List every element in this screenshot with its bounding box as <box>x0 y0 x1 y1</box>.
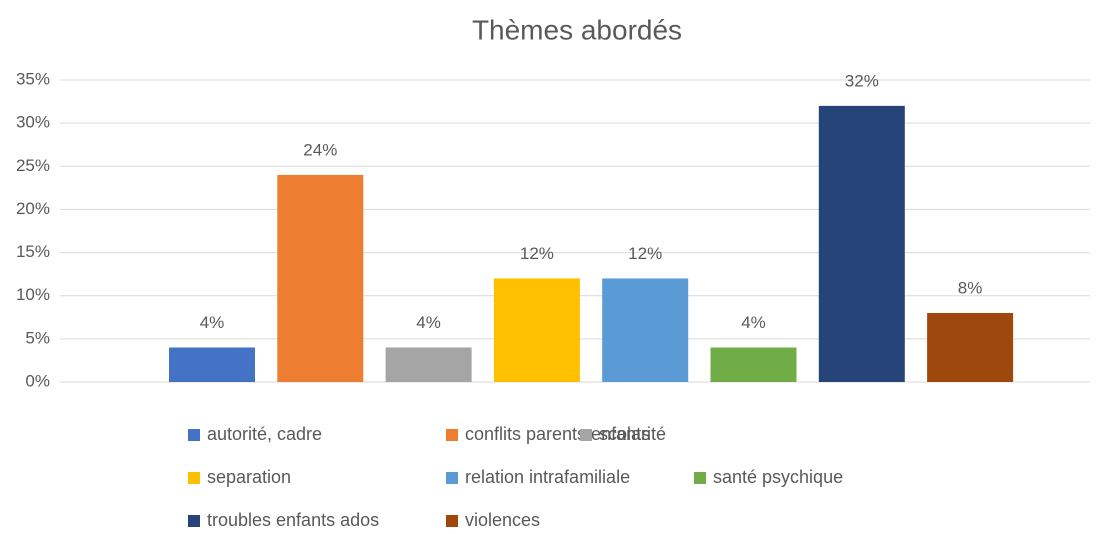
y-tick-label: 35% <box>16 69 50 88</box>
legend-label: santé psychique <box>713 467 843 487</box>
data-label: 4% <box>200 313 225 332</box>
bar <box>818 105 905 382</box>
legend-swatch <box>188 515 200 527</box>
bar <box>710 347 797 382</box>
legend-swatch <box>580 429 592 441</box>
y-tick-label: 0% <box>25 371 50 390</box>
legend-label: separation <box>207 467 291 487</box>
legend-label: relation intrafamiliale <box>465 467 630 487</box>
bar <box>169 347 255 382</box>
y-tick-label: 30% <box>16 113 50 132</box>
data-label: 12% <box>520 244 554 263</box>
bar <box>493 278 580 382</box>
legend-label: conflits parents enfants <box>465 424 650 444</box>
data-label: 24% <box>303 140 337 159</box>
data-label: 32% <box>845 71 879 90</box>
bar <box>927 312 1014 382</box>
data-label: 4% <box>416 313 441 332</box>
chart-title: Thèmes abordés <box>472 14 682 45</box>
y-tick-label: 15% <box>16 242 50 261</box>
legend-swatch <box>188 472 200 484</box>
legend-swatch <box>694 472 706 484</box>
legend-label: scolarité <box>599 424 666 444</box>
legend-swatch <box>446 515 458 527</box>
bar <box>602 278 689 382</box>
y-tick-label: 5% <box>25 328 50 347</box>
legend-swatch <box>446 429 458 441</box>
y-tick-label: 10% <box>16 285 50 304</box>
legend-label: troubles enfants ados <box>207 510 379 530</box>
legend-swatch <box>188 429 200 441</box>
legend-swatch <box>446 472 458 484</box>
y-tick-label: 25% <box>16 156 50 175</box>
data-label: 12% <box>628 244 662 263</box>
legend-label: violences <box>465 510 540 530</box>
bar <box>385 347 472 382</box>
data-label: 8% <box>958 278 983 297</box>
bar <box>277 174 364 382</box>
data-label: 4% <box>741 313 766 332</box>
legend-label: autorité, cadre <box>207 424 322 444</box>
y-tick-label: 20% <box>16 199 50 218</box>
